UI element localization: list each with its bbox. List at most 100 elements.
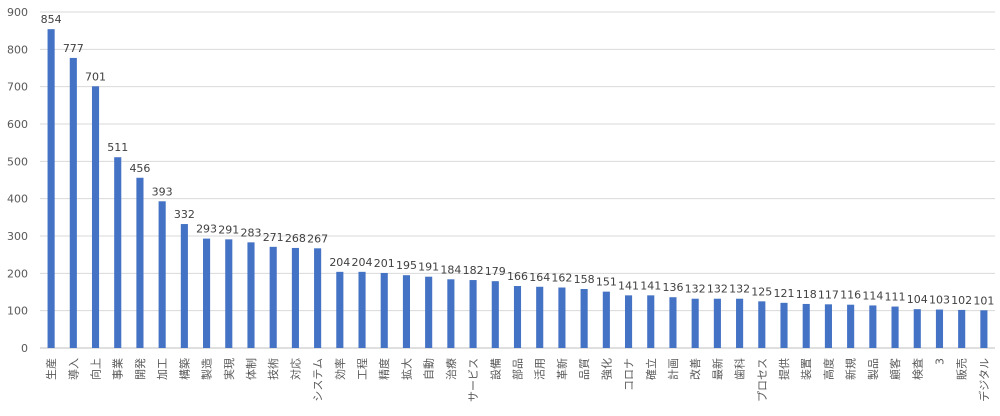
bar bbox=[669, 297, 677, 348]
bar bbox=[47, 29, 55, 348]
x-tick-label: 検査 bbox=[910, 358, 924, 380]
data-label: 204 bbox=[352, 256, 373, 269]
x-tick-label: 事業 bbox=[112, 358, 125, 380]
x-tick-label: 導入 bbox=[66, 358, 80, 380]
y-tick-label: 0 bbox=[21, 342, 28, 355]
x-tick-label: 設備 bbox=[488, 358, 502, 380]
data-label: 132 bbox=[729, 283, 750, 296]
data-label: 201 bbox=[374, 257, 395, 270]
x-tick-label: 精度 bbox=[377, 358, 391, 380]
data-label: 184 bbox=[440, 263, 461, 276]
data-label: 141 bbox=[618, 279, 639, 292]
data-label: 393 bbox=[152, 185, 173, 198]
data-label: 166 bbox=[507, 270, 528, 283]
bar bbox=[358, 271, 366, 348]
data-label: 283 bbox=[240, 226, 261, 239]
x-tick-label: 効率 bbox=[333, 358, 347, 380]
x-tick-label: サービス bbox=[467, 358, 480, 402]
bar bbox=[624, 295, 633, 348]
x-tick-label: プロセス bbox=[756, 358, 769, 402]
y-tick-label: 400 bbox=[7, 193, 28, 206]
x-tick-label: 向上 bbox=[89, 358, 103, 380]
x-tick-label: 改善 bbox=[688, 358, 702, 380]
data-label: 191 bbox=[418, 261, 439, 274]
x-tick-label: デジタル bbox=[977, 358, 991, 402]
y-tick-label: 300 bbox=[7, 230, 28, 243]
data-label: 121 bbox=[774, 287, 795, 300]
x-tick-label: 確立 bbox=[644, 358, 658, 380]
data-label: 141 bbox=[640, 279, 661, 292]
data-label: 136 bbox=[662, 281, 683, 294]
bar bbox=[580, 289, 588, 348]
x-tick-label: 販売 bbox=[956, 358, 969, 380]
data-label: 204 bbox=[329, 256, 350, 269]
data-label: 195 bbox=[396, 259, 417, 272]
data-label: 701 bbox=[85, 70, 106, 83]
x-tick-label: 部品 bbox=[511, 358, 525, 380]
bar bbox=[713, 298, 721, 348]
x-tick-label: 品質 bbox=[577, 358, 591, 380]
data-label: 125 bbox=[751, 285, 772, 298]
data-label: 182 bbox=[463, 264, 484, 277]
data-label: 111 bbox=[885, 291, 906, 304]
bar bbox=[491, 281, 499, 348]
bar bbox=[647, 295, 655, 348]
bar bbox=[469, 280, 477, 348]
x-tick-label: 強化 bbox=[599, 358, 613, 380]
data-label: 114 bbox=[862, 289, 883, 302]
bar bbox=[291, 247, 299, 348]
bar bbox=[536, 286, 544, 348]
x-tick-label: 製品 bbox=[866, 358, 880, 380]
x-tick-label: コロナ bbox=[623, 358, 636, 391]
x-tick-label: 技術 bbox=[267, 358, 280, 380]
x-tick-label: 生産 bbox=[44, 358, 58, 380]
bar bbox=[558, 287, 566, 348]
bar bbox=[425, 276, 433, 348]
data-label: 132 bbox=[685, 283, 706, 296]
x-tick-label: 加工 bbox=[156, 358, 169, 380]
x-tick-label: 治療 bbox=[444, 358, 458, 380]
data-label: 164 bbox=[529, 271, 550, 284]
bar bbox=[269, 246, 277, 348]
bar bbox=[225, 239, 233, 348]
bar bbox=[114, 157, 122, 348]
bar bbox=[758, 301, 766, 348]
x-tick-label: 歯科 bbox=[733, 358, 747, 380]
data-label: 179 bbox=[485, 265, 506, 278]
y-tick-label: 200 bbox=[7, 267, 28, 280]
x-tick-label: 工程 bbox=[356, 358, 369, 380]
x-tick-label: 革新 bbox=[555, 358, 569, 380]
bar bbox=[802, 303, 810, 348]
bar bbox=[136, 177, 144, 348]
bar bbox=[780, 302, 788, 348]
bar bbox=[935, 309, 944, 348]
bar bbox=[891, 306, 899, 348]
bar bbox=[736, 298, 744, 348]
data-label: 102 bbox=[951, 294, 972, 307]
bar bbox=[314, 248, 322, 348]
data-label: 151 bbox=[596, 276, 617, 289]
y-axis: 0 100 200 300 400 500 600 700 800 900 bbox=[7, 6, 28, 355]
x-tick-label: 新規 bbox=[844, 358, 858, 380]
y-tick-label: 600 bbox=[7, 118, 28, 131]
data-label: 456 bbox=[129, 162, 150, 175]
x-tick-label: 構築 bbox=[177, 358, 191, 380]
bar bbox=[602, 291, 610, 348]
x-tick-label: 製造 bbox=[200, 358, 214, 380]
x-tick-label: 3 bbox=[933, 358, 946, 365]
data-label: 103 bbox=[929, 294, 950, 307]
bars bbox=[47, 29, 988, 349]
x-tick-label: 自動 bbox=[422, 358, 436, 380]
x-tick-label: 装置 bbox=[800, 358, 813, 380]
y-tick-label: 100 bbox=[7, 305, 28, 318]
bar bbox=[691, 298, 699, 348]
bar bbox=[913, 309, 921, 348]
x-tick-label: 最新 bbox=[710, 358, 724, 380]
bar bbox=[336, 271, 344, 348]
x-tick-label: 顧客 bbox=[888, 358, 902, 380]
gridlines bbox=[40, 11, 995, 349]
bar bbox=[402, 275, 411, 348]
bar bbox=[847, 304, 855, 348]
